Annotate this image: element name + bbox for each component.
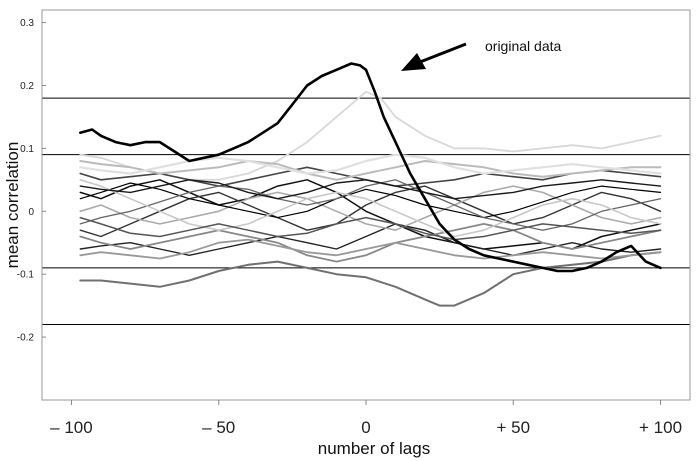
y-tick-label: 0.1 <box>20 144 34 155</box>
x-tick-label: + 50 <box>496 418 530 437</box>
x-tick-label: – 50 <box>202 418 235 437</box>
y-axis-ticks: 0.3 0.2 0.1 0 -0.1 -0.2 <box>17 18 46 344</box>
series-line-original-data <box>79 62 662 273</box>
annotation-arrow-line <box>419 42 467 64</box>
annotation-text: original data <box>485 38 561 54</box>
x-axis-title: number of lags <box>318 439 430 458</box>
y-axis-title: mean correlation <box>3 142 22 269</box>
y-tick-label: -0.1 <box>17 270 35 281</box>
series-line <box>79 216 662 241</box>
series-line <box>79 223 662 257</box>
y-tick-label: 0.2 <box>20 81 34 92</box>
y-tick-label: 0.3 <box>20 18 34 29</box>
y-tick-label: 0 <box>28 207 34 218</box>
reference-lines <box>42 97 690 326</box>
x-axis-ticks: – 100 – 50 0 + 50 + 100 <box>50 400 682 437</box>
series-line <box>79 179 662 238</box>
series-line <box>79 182 662 219</box>
x-tick-label: – 100 <box>50 418 93 437</box>
series-line <box>79 160 662 181</box>
y-tick-label: -0.2 <box>17 333 35 344</box>
series-line <box>79 222 662 263</box>
series-line <box>79 251 662 307</box>
series-line <box>79 153 662 175</box>
x-tick-label: 0 <box>361 418 370 437</box>
x-tick-label: + 100 <box>639 418 682 437</box>
series-group <box>79 62 662 307</box>
annotation-arrow-head <box>401 53 426 71</box>
series-line <box>79 185 662 238</box>
series-line <box>79 238 662 260</box>
series-line <box>79 179 662 200</box>
